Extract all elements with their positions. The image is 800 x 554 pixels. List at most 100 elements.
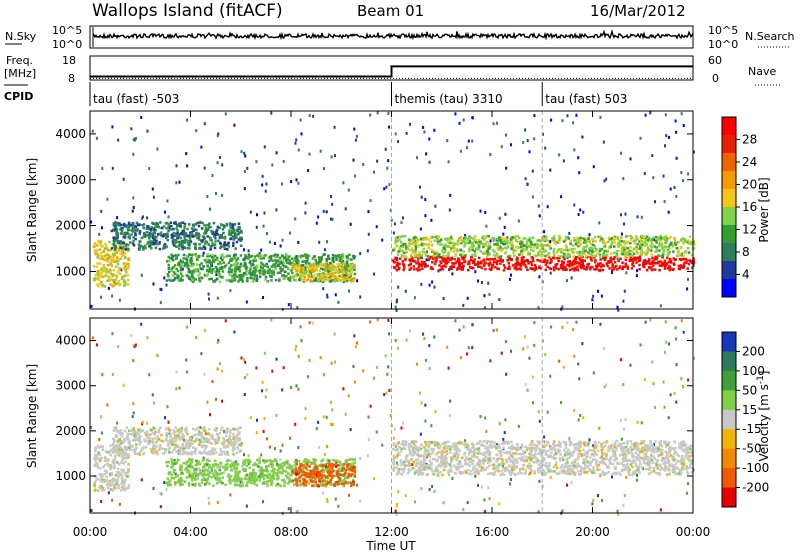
echo-cell	[210, 442, 213, 445]
echo-cell	[353, 272, 356, 276]
echo-cell	[174, 222, 177, 225]
echo-cell	[94, 457, 97, 461]
echo-cell	[97, 278, 101, 281]
echo-cell	[233, 235, 236, 239]
echo-cell	[684, 257, 688, 261]
echo-cell	[491, 258, 495, 261]
echo-cell	[116, 440, 120, 443]
echo-cell	[118, 430, 121, 433]
echo-cell	[673, 237, 676, 240]
echo-cell	[492, 122, 495, 126]
echo-cell	[109, 484, 112, 487]
echo-cell	[241, 280, 244, 283]
echo-cell	[148, 227, 151, 231]
echo-cell	[597, 269, 601, 272]
echo-cell	[635, 236, 638, 239]
echo-cell	[130, 233, 133, 236]
echo-cell	[665, 240, 668, 243]
echo-cell	[233, 123, 236, 127]
echo-cell	[150, 241, 153, 244]
echo-cell	[452, 242, 456, 246]
echo-cell	[118, 462, 121, 466]
echo-cell	[366, 249, 369, 253]
echo-cell	[244, 360, 247, 364]
echo-cell	[673, 239, 677, 242]
echo-cell	[206, 272, 209, 276]
echo-cell	[557, 254, 560, 258]
echo-cell	[568, 268, 572, 272]
echo-cell	[533, 263, 537, 267]
echo-cell	[229, 233, 233, 237]
echo-cell	[591, 298, 594, 302]
echo-cell	[336, 275, 339, 279]
echo-cell	[111, 488, 114, 491]
echo-cell	[138, 439, 141, 443]
echo-cell	[221, 163, 224, 167]
echo-cell	[103, 267, 106, 270]
echo-cell	[588, 252, 591, 256]
echo-cell	[157, 438, 161, 441]
echo-cell	[122, 487, 126, 490]
echo-cell	[652, 176, 655, 180]
echo-cell	[263, 269, 266, 272]
echo-cell	[228, 436, 231, 440]
echo-cell	[186, 240, 190, 243]
echo-cell	[155, 450, 159, 454]
echo-cell	[212, 260, 216, 263]
echo-cell	[195, 233, 198, 236]
echo-cell	[294, 141, 297, 145]
echo-cell	[448, 414, 451, 417]
echo-cell	[225, 224, 229, 227]
echo-cell	[168, 440, 171, 443]
echo-cell	[127, 437, 130, 441]
echo-cell	[233, 270, 237, 273]
echo-cell	[215, 271, 219, 274]
echo-cell	[113, 478, 116, 481]
echo-cell	[582, 416, 585, 420]
echo-cell	[427, 246, 430, 250]
echo-cell	[420, 195, 423, 199]
echo-cell	[392, 231, 395, 235]
echo-cell	[481, 281, 483, 284]
echo-cell	[656, 249, 659, 253]
echo-cell	[491, 266, 494, 269]
echo-cell	[501, 464, 504, 468]
echo-cell	[663, 247, 666, 250]
echo-cell	[206, 228, 210, 232]
echo-cell	[625, 241, 629, 245]
echo-cell	[401, 245, 405, 248]
echo-cell	[566, 483, 568, 487]
echo-cell	[438, 239, 441, 243]
echo-cell	[263, 417, 266, 420]
echo-cell	[661, 245, 664, 248]
echo-cell	[416, 257, 420, 260]
echo-cell	[561, 326, 564, 329]
echo-cell	[405, 247, 408, 250]
echo-cell	[397, 285, 400, 289]
echo-cell	[408, 268, 411, 271]
echo-cell	[397, 346, 400, 350]
echo-cell	[568, 253, 572, 257]
echo-cell	[185, 152, 188, 156]
echo-cell	[112, 429, 116, 432]
echo-cell	[369, 199, 372, 203]
echo-cell	[315, 269, 318, 272]
echo-cell	[474, 474, 477, 478]
echo-cell	[322, 253, 326, 256]
echo-cell	[588, 233, 591, 237]
echo-cell	[224, 264, 227, 268]
echo-cell	[396, 256, 398, 260]
echo-cell	[573, 269, 576, 272]
echo-cell	[616, 241, 620, 245]
echo-cell	[340, 274, 343, 277]
colorbar-swatch	[722, 171, 736, 190]
echo-cell	[594, 254, 597, 258]
echo-cell	[623, 289, 626, 293]
echo-cell	[120, 449, 124, 452]
echo-cell	[324, 453, 326, 457]
echo-cell	[638, 255, 642, 258]
echo-cell	[247, 253, 251, 257]
echo-cell	[644, 320, 647, 324]
echo-cell	[350, 280, 353, 283]
echo-cell	[675, 246, 678, 250]
